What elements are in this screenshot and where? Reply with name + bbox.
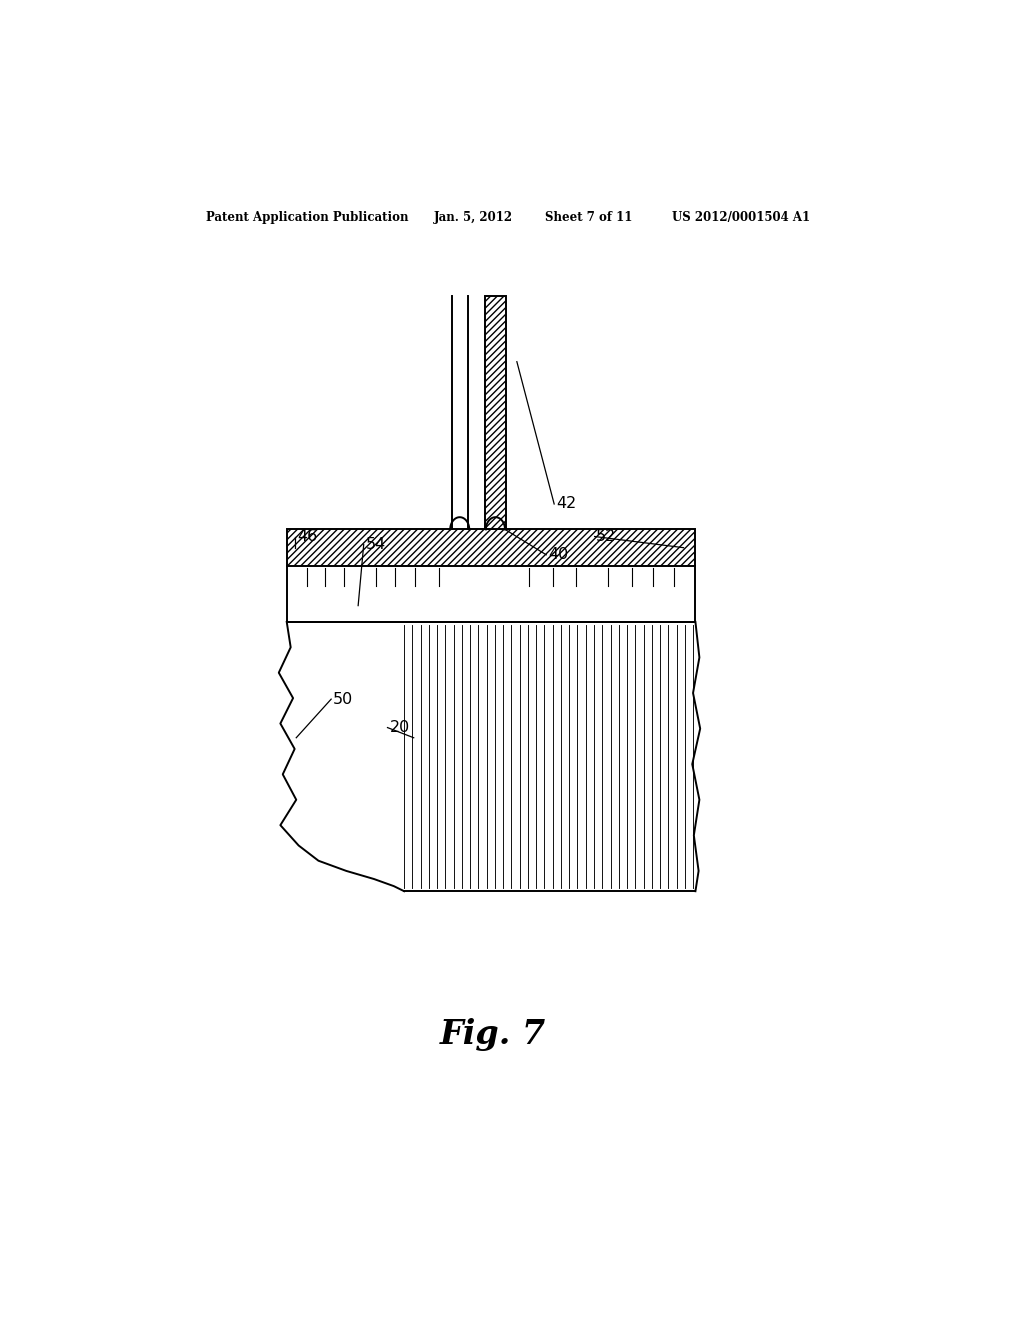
- Text: US 2012/0001504 A1: US 2012/0001504 A1: [672, 211, 810, 224]
- Bar: [485, 296, 506, 529]
- Text: 54: 54: [367, 537, 386, 552]
- Text: Patent Application Publication: Patent Application Publication: [206, 211, 409, 224]
- Text: Jan. 5, 2012: Jan. 5, 2012: [433, 211, 513, 224]
- Bar: [287, 529, 695, 566]
- Text: 50: 50: [333, 692, 353, 706]
- Bar: [485, 296, 506, 529]
- Bar: [287, 529, 695, 566]
- Polygon shape: [279, 622, 700, 891]
- Text: 40: 40: [549, 548, 569, 562]
- Bar: [485, 296, 506, 529]
- Text: Sheet 7 of 11: Sheet 7 of 11: [545, 211, 632, 224]
- Bar: [287, 566, 695, 622]
- Text: 46: 46: [297, 529, 317, 544]
- Text: 20: 20: [390, 721, 411, 735]
- Bar: [287, 529, 695, 566]
- Text: Fig. 7: Fig. 7: [440, 1018, 546, 1051]
- Text: 42: 42: [557, 496, 577, 511]
- Text: 52: 52: [596, 529, 616, 544]
